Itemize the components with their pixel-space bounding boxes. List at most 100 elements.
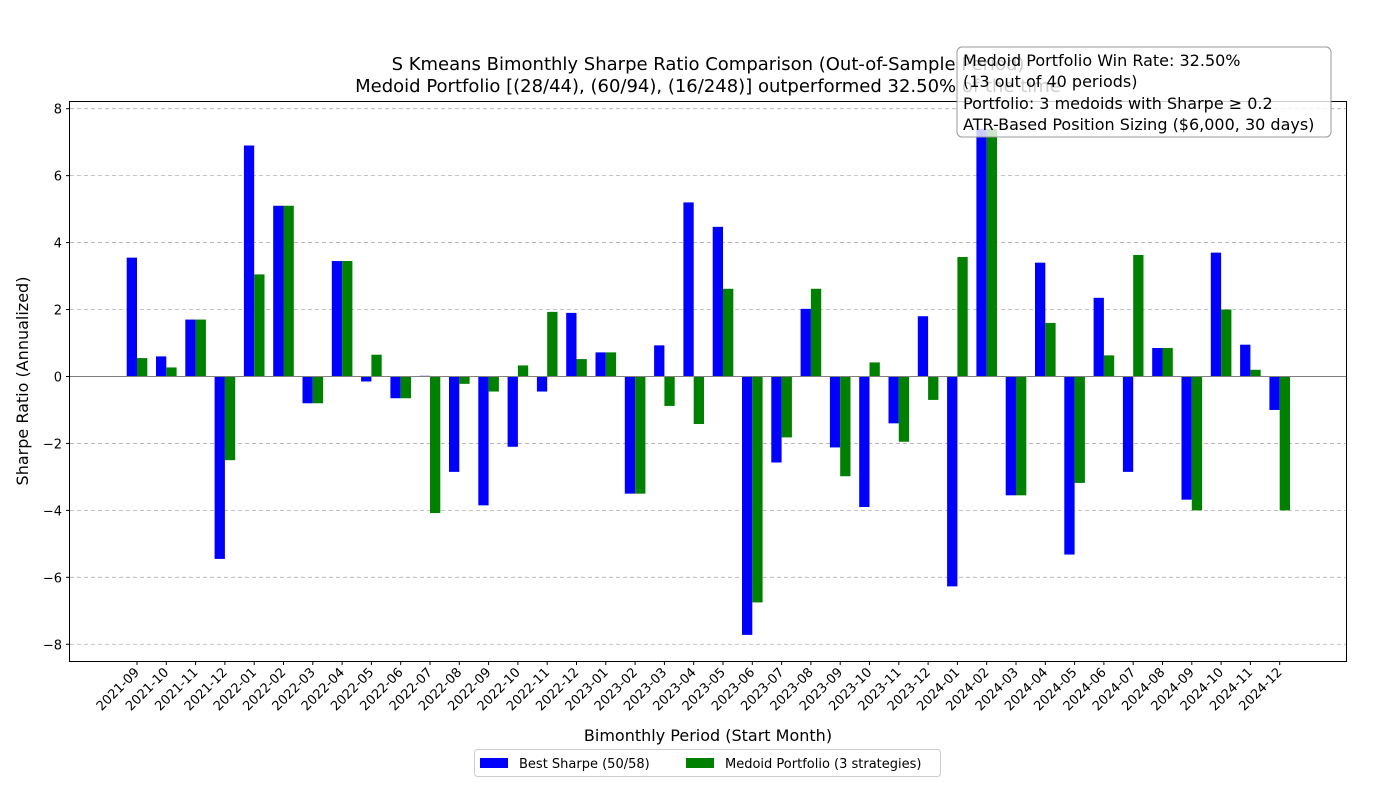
bar-medoid-portfolio — [1191, 376, 1203, 511]
bar-best-sharpe — [624, 376, 636, 494]
bar-medoid-portfolio — [723, 288, 734, 377]
bar-best-sharpe — [1005, 376, 1016, 496]
chart-subtitle: Medoid Portfolio [(28/44), (60/94), (16/… — [355, 76, 1061, 97]
legend: Best Sharpe (50/58) Medoid Portfolio (3 … — [474, 749, 941, 777]
bar-medoid-portfolio — [137, 358, 148, 377]
bar-best-sharpe — [683, 202, 694, 377]
bar-medoid-portfolio — [810, 288, 822, 377]
bar-medoid-portfolio — [166, 367, 177, 377]
y-tick-label: −6 — [43, 571, 62, 586]
bar-best-sharpe — [1269, 376, 1280, 410]
bar-medoid-portfolio — [635, 376, 646, 494]
bar-medoid-portfolio — [752, 376, 763, 603]
bar-best-sharpe — [331, 260, 343, 377]
bar-medoid-portfolio — [576, 359, 587, 377]
legend-label-best-sharpe: Best Sharpe (50/58) — [519, 757, 650, 772]
bar-best-sharpe — [1093, 297, 1104, 377]
info-line-sizing: ATR-Based Position Sizing ($6,000, 30 da… — [963, 115, 1314, 134]
info-line-win-rate: Medoid Portfolio Win Rate: 32.50% — [963, 51, 1241, 70]
bar-medoid-portfolio — [781, 376, 792, 438]
info-line-period-count: (13 out of 40 periods) — [963, 72, 1137, 91]
bar-best-sharpe — [156, 356, 167, 377]
bar-best-sharpe — [829, 376, 841, 448]
y-tick-label: 2 — [54, 304, 62, 319]
bar-best-sharpe — [976, 128, 987, 377]
bar-best-sharpe — [800, 308, 811, 377]
bar-best-sharpe — [595, 352, 606, 377]
bar-medoid-portfolio — [224, 376, 236, 461]
y-tick-label: 0 — [54, 370, 62, 385]
bar-medoid-portfolio — [605, 352, 617, 377]
bar-medoid-portfolio — [898, 376, 910, 442]
bar-medoid-portfolio — [283, 205, 294, 377]
bar-best-sharpe — [1122, 376, 1134, 472]
bar-medoid-portfolio — [869, 362, 880, 377]
bar-medoid-portfolio — [459, 376, 470, 384]
y-tick-label: −4 — [43, 504, 62, 519]
bar-medoid-portfolio — [957, 256, 968, 377]
bar-medoid-portfolio — [928, 376, 939, 400]
bar-medoid-portfolio — [430, 376, 441, 514]
bar-best-sharpe — [1035, 262, 1046, 377]
bar-best-sharpe — [1064, 376, 1075, 555]
bar-best-sharpe — [1210, 252, 1222, 377]
chart-title: S Kmeans Bimonthly Sharpe Ratio Comparis… — [392, 54, 1025, 75]
bar-medoid-portfolio — [312, 376, 324, 404]
bar-best-sharpe — [917, 316, 929, 377]
bar-medoid-portfolio — [254, 274, 265, 377]
bar-best-sharpe — [771, 376, 782, 463]
bar-best-sharpe — [888, 376, 899, 424]
bars-group — [126, 128, 1290, 635]
bar-medoid-portfolio — [1250, 369, 1261, 377]
bar-best-sharpe — [214, 376, 225, 559]
y-tick-label: 4 — [54, 237, 62, 252]
bar-medoid-portfolio — [664, 376, 675, 406]
bar-best-sharpe — [273, 205, 284, 377]
legend-label-medoid: Medoid Portfolio (3 strategies) — [725, 757, 922, 772]
bar-medoid-portfolio — [986, 128, 997, 377]
bar-medoid-portfolio — [547, 311, 558, 377]
bar-best-sharpe — [507, 376, 518, 447]
bar-best-sharpe — [947, 376, 958, 587]
bar-medoid-portfolio — [400, 376, 411, 399]
info-line-portfolio: Portfolio: 3 medoids with Sharpe ≥ 0.2 — [963, 94, 1273, 113]
bar-best-sharpe — [390, 376, 401, 399]
bar-best-sharpe — [185, 319, 196, 377]
info-box-frame — [956, 46, 1332, 138]
bar-best-sharpe — [654, 345, 665, 377]
bar-medoid-portfolio — [517, 365, 529, 377]
bar-best-sharpe — [449, 376, 460, 472]
bar-medoid-portfolio — [693, 376, 704, 425]
bar-medoid-portfolio — [1074, 376, 1085, 483]
bar-medoid-portfolio — [195, 319, 206, 377]
bar-medoid-portfolio — [1279, 376, 1290, 511]
bar-medoid-portfolio — [1133, 254, 1144, 377]
legend-swatch-best-sharpe — [480, 758, 508, 768]
bar-best-sharpe — [1181, 376, 1192, 500]
bar-medoid-portfolio — [1103, 355, 1115, 377]
bar-best-sharpe — [243, 145, 255, 377]
y-tick-label: 6 — [54, 170, 62, 185]
bar-best-sharpe — [478, 376, 489, 506]
y-axis-label: Sharpe Ratio (Annualized) — [13, 277, 32, 486]
bar-medoid-portfolio — [1162, 348, 1173, 377]
x-axis-ticks: 2021-092021-102021-112021-122022-012022-… — [94, 661, 1286, 714]
x-axis-label: Bimonthly Period (Start Month) — [584, 726, 832, 745]
bar-medoid-portfolio — [1016, 376, 1027, 496]
bar-best-sharpe — [126, 257, 137, 377]
y-tick-label: −2 — [43, 437, 62, 452]
bar-best-sharpe — [712, 226, 723, 377]
bar-best-sharpe — [361, 376, 372, 382]
bar-medoid-portfolio — [1221, 309, 1232, 377]
y-tick-label: 8 — [54, 103, 62, 118]
plot-area-frame — [69, 101, 1347, 662]
bar-medoid-portfolio — [840, 376, 851, 477]
bar-best-sharpe — [536, 376, 548, 392]
bar-best-sharpe — [859, 376, 870, 508]
bar-best-sharpe — [1152, 348, 1163, 377]
bar-best-sharpe — [742, 376, 753, 635]
bar-best-sharpe — [1240, 344, 1251, 377]
bar-medoid-portfolio — [488, 376, 499, 392]
bar-medoid-portfolio — [371, 354, 382, 377]
